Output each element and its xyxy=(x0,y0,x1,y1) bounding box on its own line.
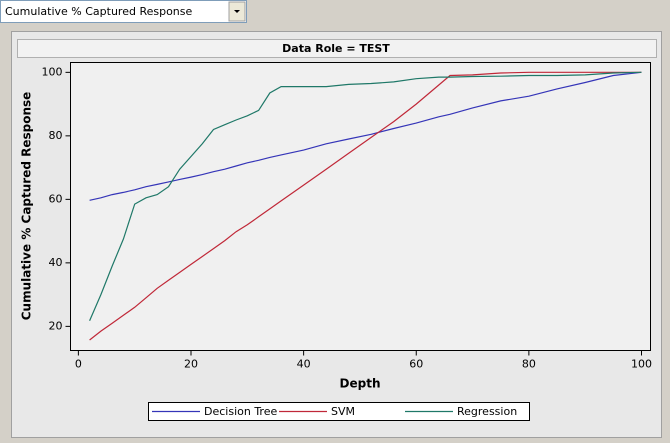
legend-label: Decision Tree xyxy=(204,405,277,418)
title-bar xyxy=(17,39,657,58)
legend-label: SVM xyxy=(331,405,355,418)
x-tick-label: 40 xyxy=(297,358,311,371)
dropdown-arrow xyxy=(234,10,240,13)
y-axis-label: Cumulative % Captured Response xyxy=(20,92,34,321)
series-line xyxy=(89,71,642,341)
legend-label: Regression xyxy=(457,405,517,418)
y-tick-label: 60 xyxy=(49,192,63,205)
dropdown-label: Cumulative % Captured Response xyxy=(5,5,193,18)
chart-title: Data Role = TEST xyxy=(282,42,390,55)
y-tick-label: 20 xyxy=(49,319,63,332)
y-tick-label: 100 xyxy=(42,65,63,78)
series-line xyxy=(89,71,642,321)
series-line xyxy=(89,71,642,201)
x-axis-label: Depth xyxy=(340,377,381,391)
dropdown[interactable] xyxy=(0,0,247,23)
plot-area xyxy=(70,62,651,351)
x-tick-label: 20 xyxy=(184,358,198,371)
x-tick-label: 100 xyxy=(631,358,652,371)
x-tick-label: 60 xyxy=(409,358,423,371)
x-tick-label: 80 xyxy=(522,358,536,371)
y-tick-label: 40 xyxy=(49,256,63,269)
x-tick-label: 0 xyxy=(75,358,82,371)
y-tick-label: 80 xyxy=(49,129,63,142)
legend xyxy=(148,402,530,421)
